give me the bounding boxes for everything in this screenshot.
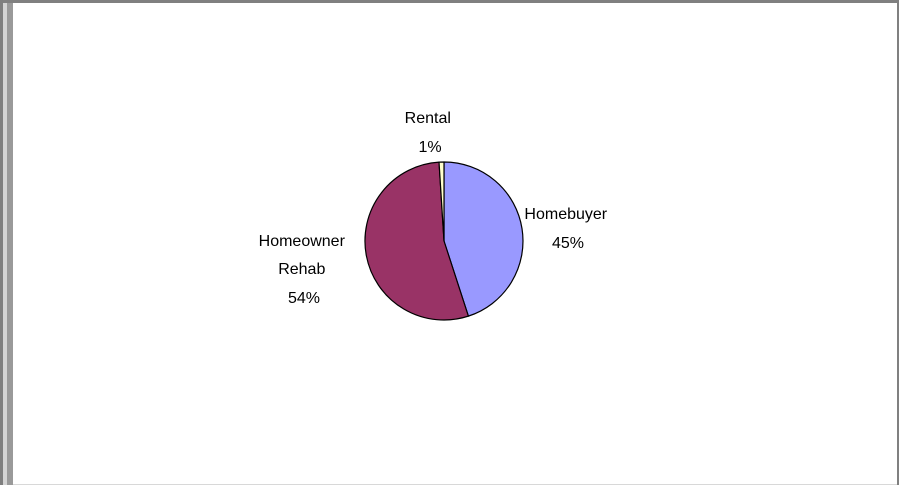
homeowner-rehab-label-line-2: Rehab: [278, 261, 325, 278]
pie-slices: [364, 161, 524, 321]
rental-label: Rental 1%: [405, 110, 456, 156]
frame-left-border: [0, 0, 3, 485]
pie-slice-rental: [438, 161, 445, 242]
frame-right-border: [897, 0, 899, 485]
homeowner-rehab-label-line-1: Homeowner: [259, 233, 346, 250]
pie-slice-homeowner-rehab: [364, 161, 470, 321]
frame-left-gap: [3, 3, 7, 485]
rental-label-line: Rental: [405, 110, 451, 127]
frame-left-inner-border: [7, 3, 13, 485]
pie-slice-homebuyer: [443, 161, 524, 317]
homebuyer-percent: 45%: [552, 235, 584, 252]
frame-top-border: [0, 0, 899, 3]
homeowner-rehab-label: Homeowner Rehab 54%: [259, 233, 350, 307]
homebuyer-label-line: Homebuyer: [524, 206, 607, 223]
homebuyer-label: Homebuyer 45%: [524, 206, 611, 252]
homeowner-rehab-percent: 54%: [288, 290, 320, 307]
rental-percent: 1%: [418, 139, 441, 156]
